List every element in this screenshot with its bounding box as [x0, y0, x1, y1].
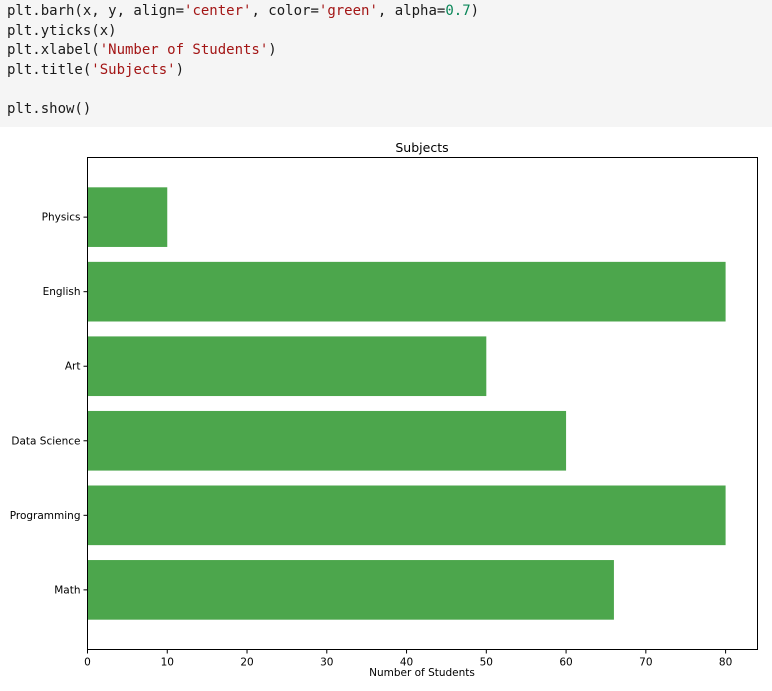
code-token: plt.yticks(x) [7, 22, 117, 39]
code-line: plt.title('Subjects') [7, 61, 772, 81]
code-line [7, 80, 772, 100]
chart-title: Subjects [395, 140, 448, 155]
y-tick-label: Physics [42, 212, 81, 224]
code-token: 'Subjects' [91, 61, 176, 78]
x-tick-label: 70 [639, 657, 652, 669]
bar-programming [87, 485, 726, 546]
code-token: ) [268, 42, 277, 58]
code-token: 0.7 [445, 3, 471, 19]
bar-art [87, 336, 487, 397]
code-line: plt.xlabel('Number of Students') [7, 41, 772, 61]
code-token: 'Number of Students' [99, 42, 269, 58]
code-token: , color= [251, 3, 319, 19]
y-tick-label: Programming [10, 510, 81, 522]
x-tick-label: 40 [400, 657, 413, 669]
x-tick-label: 80 [719, 657, 732, 669]
code-token: plt.xlabel( [7, 42, 100, 58]
y-tick-label: English [43, 286, 81, 298]
bar-chart: Subjects Math Programming Data Science Art E… [10, 140, 758, 679]
bar-data-science [87, 410, 567, 471]
axes-frame [87, 157, 758, 650]
x-tick-label: 10 [161, 657, 174, 669]
x-tick-label: 20 [240, 657, 253, 669]
code-line: plt.yticks(x) [7, 22, 772, 42]
plot-output: Subjects Math Programming Data Science Art E… [0, 127, 772, 687]
code-token: 'green' [318, 3, 378, 19]
code-line: plt.barh(x, y, align='center', color='gr… [7, 2, 772, 22]
x-axis-label: Number of Students [369, 667, 475, 679]
y-tick-label: Art [65, 361, 81, 373]
y-tick-label: Data Science [11, 435, 80, 447]
x-tick-label: 30 [320, 657, 333, 669]
code-token: plt.barh(x, y, align= [7, 3, 185, 19]
bar-english [87, 261, 726, 322]
code-token: ) [175, 61, 185, 78]
x-tick-label: 50 [480, 657, 493, 669]
x-tick-label: 0 [84, 657, 91, 669]
code-line: plt.show() [7, 100, 772, 120]
code-token: 'center' [184, 3, 252, 19]
x-tick-label: 60 [559, 657, 572, 669]
bar-math [87, 560, 614, 620]
code-token: plt.show() [7, 100, 92, 117]
code-token: , alpha= [377, 3, 446, 19]
code-token: plt.title( [7, 61, 92, 78]
code-token: ) [470, 3, 480, 19]
code-cell[interactable]: plt.barh(x, y, align='center', color='gr… [0, 0, 772, 127]
y-tick-label: Math [54, 584, 80, 596]
bar-physics [87, 187, 168, 247]
